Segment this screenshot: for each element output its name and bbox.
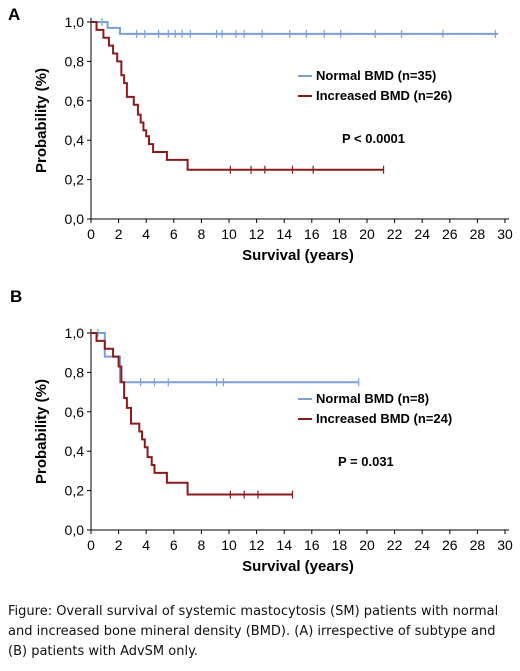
x-tick-label: 16 (304, 537, 320, 553)
y-axis-label: Probability (%) (33, 68, 50, 173)
y-tick-label: 1,0 (65, 325, 85, 341)
x-tick-label: 20 (359, 537, 375, 553)
x-tick-label: 28 (470, 226, 486, 242)
x-tick-label: 6 (170, 226, 178, 242)
x-tick-label: 4 (142, 537, 150, 553)
p-value-annotation: P = 0.031 (338, 454, 394, 469)
x-tick-label: 30 (497, 226, 513, 242)
x-tick-label: 0 (87, 226, 95, 242)
x-tick-label: 2 (115, 226, 123, 242)
x-tick-label: 18 (332, 537, 348, 553)
p-value-annotation: P < 0.0001 (342, 131, 405, 146)
y-tick-label: 0,6 (65, 93, 85, 109)
legend-label: Normal BMD (n=8) (316, 391, 429, 406)
y-axis-label: Probability (%) (33, 379, 50, 484)
figure-caption: Figure: Overall survival of systemic mas… (8, 604, 499, 659)
y-tick-label: 0,8 (65, 364, 85, 380)
y-tick-label: 0,0 (65, 211, 85, 227)
series-line-normal-bmd (91, 21, 499, 35)
x-tick-label: 10 (221, 537, 237, 553)
y-tick-label: 1,0 (65, 14, 85, 30)
x-tick-label: 6 (170, 537, 178, 553)
x-axis-label: Survival (years) (242, 247, 354, 264)
series-line-increased-bmd (91, 332, 293, 496)
x-tick-label: 8 (198, 226, 206, 242)
panel-label: A (8, 5, 20, 24)
x-tick-label: 16 (304, 226, 320, 242)
x-tick-label: 14 (276, 537, 292, 553)
y-tick-label: 0,2 (65, 483, 85, 499)
y-tick-label: 0,8 (65, 53, 85, 69)
series-line-normal-bmd (91, 332, 359, 384)
x-tick-label: 18 (332, 226, 348, 242)
x-tick-label: 14 (276, 226, 292, 242)
x-tick-label: 12 (249, 537, 265, 553)
x-tick-label: 26 (442, 226, 458, 242)
x-tick-label: 0 (87, 537, 95, 553)
x-tick-label: 24 (414, 537, 430, 553)
series-line-increased-bmd (91, 21, 384, 171)
x-tick-label: 22 (387, 226, 403, 242)
legend-label: Increased BMD (n=26) (316, 88, 452, 103)
x-tick-label: 8 (198, 537, 206, 553)
y-tick-label: 0,4 (65, 443, 85, 459)
chart-panel-b: B0,00,20,40,60,81,00 2 4 6 8 10 12 14 16 18 20 22 24… (10, 287, 513, 575)
chart-panel-a: A0,00,20,40,60,81,00 2 4 6 8 10 12 14 16 18 20 22 24… (8, 5, 513, 264)
legend-label: Increased BMD (n=24) (316, 411, 452, 426)
x-tick-label: 30 (497, 537, 513, 553)
y-tick-label: 0,6 (65, 404, 85, 420)
x-tick-label: 4 (142, 226, 150, 242)
x-tick-label: 10 (221, 226, 237, 242)
x-tick-label: 2 (115, 537, 123, 553)
x-tick-label: 20 (359, 226, 375, 242)
y-tick-label: 0,2 (65, 172, 85, 188)
x-tick-label: 26 (442, 537, 458, 553)
x-axis-label: Survival (years) (242, 558, 354, 575)
legend-label: Normal BMD (n=35) (316, 68, 436, 83)
x-tick-label: 12 (249, 226, 265, 242)
y-tick-label: 0,0 (65, 522, 85, 538)
x-tick-label: 24 (414, 226, 430, 242)
y-tick-label: 0,4 (65, 132, 85, 148)
panel-label: B (10, 287, 22, 306)
x-tick-label: 22 (387, 537, 403, 553)
x-tick-label: 28 (470, 537, 486, 553)
